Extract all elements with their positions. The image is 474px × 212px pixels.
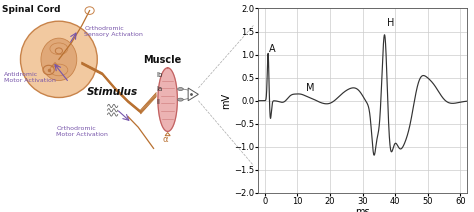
Text: Stimulus: Stimulus — [87, 87, 138, 97]
Ellipse shape — [20, 21, 97, 98]
Text: Orthodromic
Sensory Activation: Orthodromic Sensory Activation — [84, 26, 143, 37]
Text: M: M — [306, 82, 314, 93]
Text: H: H — [387, 18, 394, 28]
Text: Ia: Ia — [156, 86, 163, 92]
Ellipse shape — [41, 38, 77, 81]
Text: Orthodromic
Motor Activation: Orthodromic Motor Activation — [56, 126, 108, 137]
Text: II: II — [156, 99, 160, 105]
X-axis label: ms: ms — [356, 208, 370, 212]
Y-axis label: mV: mV — [221, 93, 231, 109]
Ellipse shape — [178, 98, 183, 101]
Text: A: A — [269, 44, 275, 54]
Text: Spinal Cord: Spinal Cord — [2, 5, 61, 14]
Text: Muscle: Muscle — [143, 54, 182, 64]
Ellipse shape — [178, 88, 183, 91]
Text: Ib: Ib — [156, 72, 163, 78]
Text: Antidromic
Motor Activation: Antidromic Motor Activation — [4, 72, 56, 83]
Text: α: α — [163, 135, 168, 144]
Polygon shape — [158, 68, 177, 131]
Ellipse shape — [50, 43, 68, 54]
Ellipse shape — [50, 64, 68, 76]
